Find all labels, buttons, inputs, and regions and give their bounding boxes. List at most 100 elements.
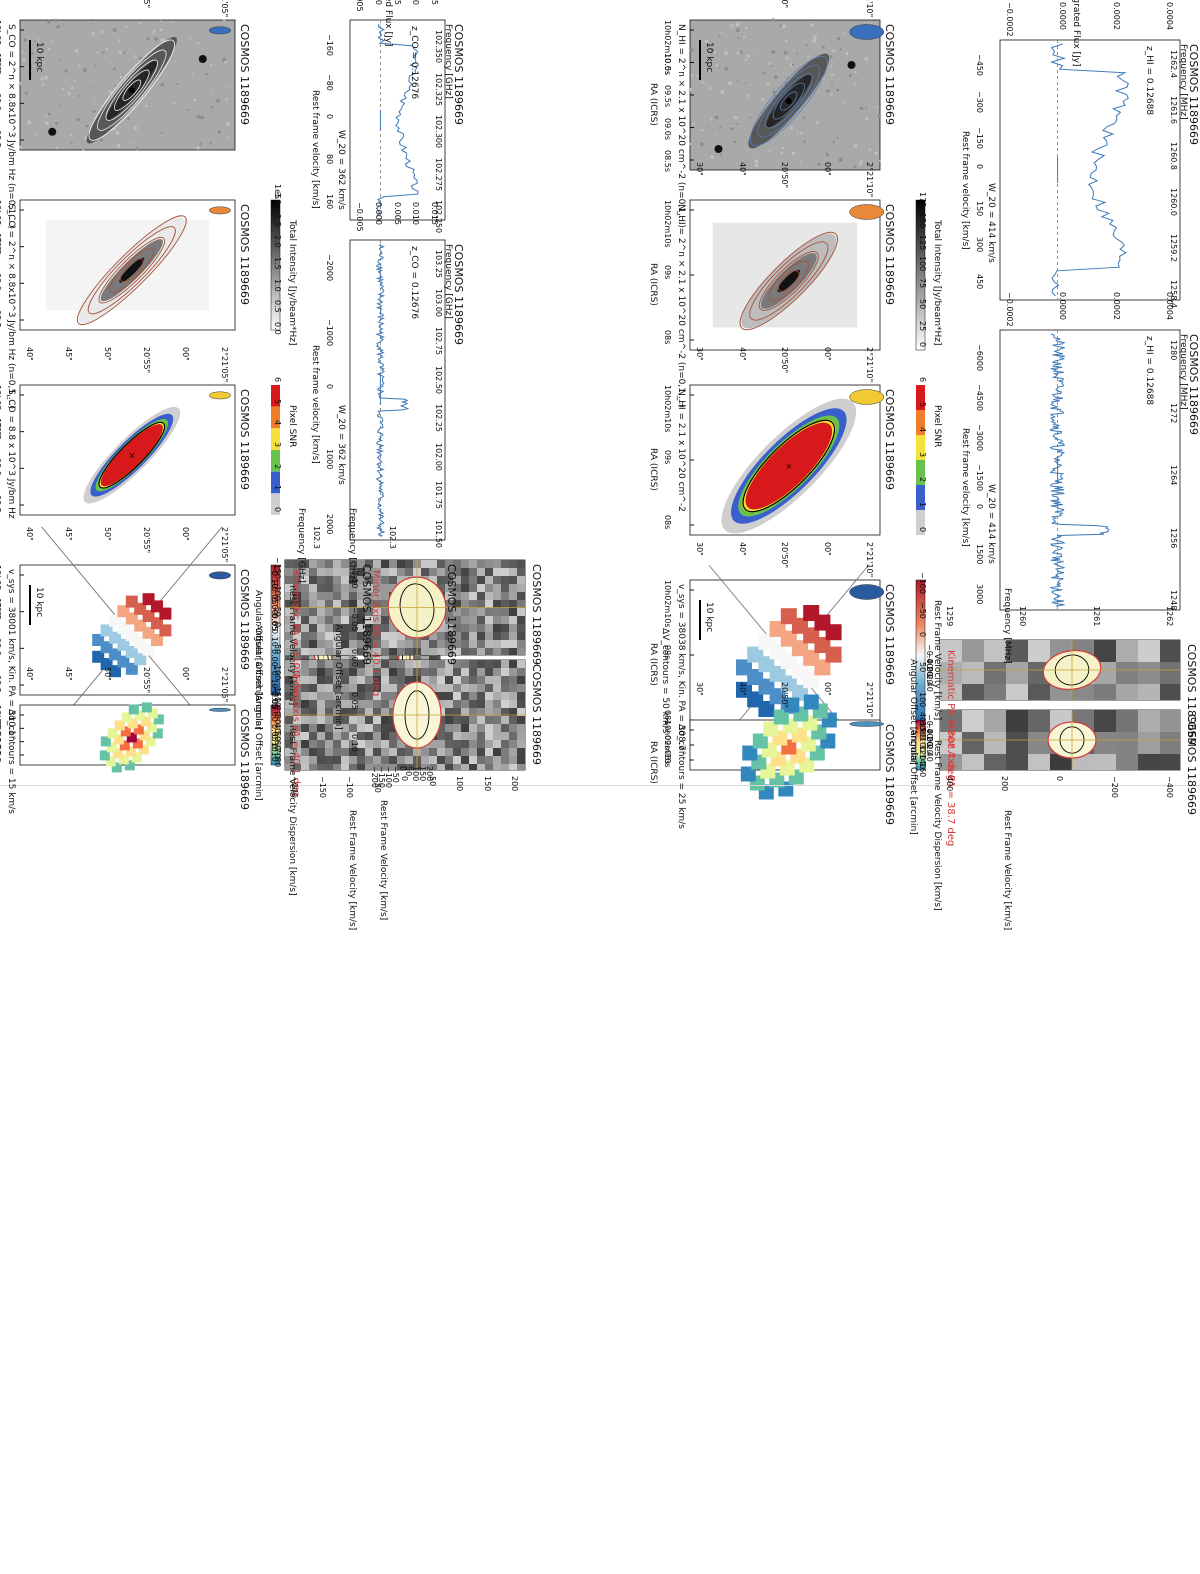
pv-pixel bbox=[309, 724, 317, 732]
pv-pixel bbox=[309, 716, 317, 724]
dec-tick-label: 20'50" bbox=[780, 347, 789, 374]
pv-pixel bbox=[1138, 662, 1160, 684]
map-hi-moment2-panel bbox=[689, 694, 926, 800]
pv-pixel bbox=[485, 668, 493, 676]
pv-pixel bbox=[309, 632, 317, 640]
pv-pixel bbox=[517, 732, 525, 740]
noise-dot bbox=[144, 104, 148, 108]
pv-pixel bbox=[469, 756, 477, 764]
pv-pixel bbox=[453, 584, 461, 592]
pv-pixel bbox=[397, 568, 405, 576]
pv-pixel bbox=[429, 748, 437, 756]
dispersion-pixel bbox=[803, 694, 819, 710]
pv-y-tick-label: −150 bbox=[317, 776, 327, 798]
ra-tick-label: 10h02m10s bbox=[663, 200, 672, 248]
map-co-moment1-panel bbox=[19, 526, 281, 744]
noise-dot bbox=[736, 79, 739, 82]
pv-pixel bbox=[349, 624, 357, 632]
pv-pixel bbox=[317, 560, 325, 568]
noise-dot bbox=[99, 138, 103, 142]
pv-pixel bbox=[517, 584, 525, 592]
noise-dot bbox=[200, 116, 204, 120]
pv-pixel bbox=[349, 608, 357, 616]
pv-pixel bbox=[285, 660, 293, 668]
dec-tick-label: 2°21'10" bbox=[865, 542, 874, 578]
frequency-tick-label: 1272 bbox=[1169, 402, 1178, 423]
pv-pixel bbox=[365, 716, 373, 724]
panel-title: COSMOS 1189669 bbox=[883, 24, 896, 125]
pv-pixel bbox=[517, 624, 525, 632]
redshift-label: z_HI = 0.12688 bbox=[1144, 46, 1154, 116]
noise-dot bbox=[138, 21, 141, 25]
pv-pixel bbox=[453, 716, 461, 724]
pv-pixel bbox=[397, 756, 405, 764]
dec-tick-label: 40" bbox=[25, 347, 34, 361]
flux-tick-label: 0.015 bbox=[430, 202, 439, 225]
pv-pixel bbox=[501, 708, 509, 716]
colorbar bbox=[270, 564, 281, 696]
panel-caption: S_CO = 2^n × 8.8x10^3 Jy/bm Hz (n=0,1,..… bbox=[6, 24, 16, 230]
pv-pixel bbox=[437, 584, 445, 592]
pv-y-tick-label: 1260 bbox=[1018, 606, 1028, 627]
noise-dot bbox=[114, 84, 117, 87]
noise-dot bbox=[761, 98, 765, 101]
pv-pixel bbox=[517, 676, 525, 684]
panel-title: COSMOS 1189669 bbox=[238, 204, 251, 305]
flux-contour bbox=[76, 215, 187, 326]
velocity-tick-label: 0 bbox=[975, 164, 984, 170]
noise-dot bbox=[763, 71, 766, 75]
colorbar-tick-label: 0 bbox=[918, 632, 927, 638]
dec-tick-label: 2°21'05" bbox=[220, 667, 229, 703]
noise-dot bbox=[806, 54, 810, 58]
flux-tick-label: 0.0002 bbox=[1111, 292, 1121, 320]
pv-pixel bbox=[437, 648, 445, 655]
pv-pixel bbox=[301, 676, 309, 684]
pv-pixel bbox=[333, 748, 341, 756]
pv-pixel bbox=[485, 640, 493, 648]
pv-pixel bbox=[477, 668, 485, 676]
pv-pixel bbox=[485, 568, 493, 576]
noise-dot bbox=[853, 144, 858, 148]
pv-pixel bbox=[341, 568, 349, 576]
pv-pixel bbox=[1116, 732, 1138, 754]
frequency-tick-label: 103.00 bbox=[434, 288, 443, 317]
pv-pixel bbox=[461, 676, 469, 684]
pv-pixel bbox=[485, 684, 493, 692]
pv-pixel bbox=[453, 700, 461, 708]
pv-pixel bbox=[293, 660, 301, 668]
beam-ellipse bbox=[849, 721, 885, 727]
offset-tick-label: 0.40 bbox=[925, 744, 934, 762]
noise-dot bbox=[160, 38, 164, 42]
flux-contour bbox=[109, 247, 155, 293]
pv-pixel bbox=[381, 692, 389, 700]
flux-axis-label: Integrated Flux [Jy] bbox=[382, 0, 393, 47]
pv-pixel bbox=[453, 632, 461, 640]
noise-dot bbox=[76, 117, 80, 122]
offset-tick-label: −0.05 bbox=[350, 606, 359, 632]
velocity-tick-label: −3000 bbox=[975, 424, 984, 452]
pv-pixel bbox=[357, 660, 365, 668]
pv-pixel bbox=[445, 724, 453, 732]
pv-pixel bbox=[517, 700, 525, 708]
pv-pixel bbox=[493, 708, 501, 716]
ra-tick-label: 09.5s bbox=[0, 236, 2, 259]
noise-dot bbox=[812, 39, 817, 43]
pv-pixel bbox=[309, 668, 317, 676]
pv-pixel bbox=[357, 568, 365, 576]
dispersion-pixel bbox=[120, 726, 131, 737]
pv-pixel bbox=[317, 632, 325, 640]
pv-pixel bbox=[1116, 640, 1138, 662]
spectrum-co-zoom-frame bbox=[349, 19, 446, 221]
noise-dot bbox=[64, 69, 68, 73]
pv-pixel bbox=[509, 668, 517, 676]
flux-contour bbox=[119, 258, 144, 283]
noise-dot bbox=[34, 40, 37, 42]
pv-pixel bbox=[469, 584, 477, 592]
noise-dot bbox=[701, 80, 705, 84]
pv-pixel bbox=[389, 684, 397, 692]
dispersion-pixel bbox=[99, 750, 110, 761]
pv-pixel bbox=[381, 660, 389, 668]
frequency-tick-label: 1262.4 bbox=[1169, 50, 1178, 78]
pv-pixel bbox=[1094, 754, 1116, 770]
pv-pixel bbox=[509, 584, 517, 592]
